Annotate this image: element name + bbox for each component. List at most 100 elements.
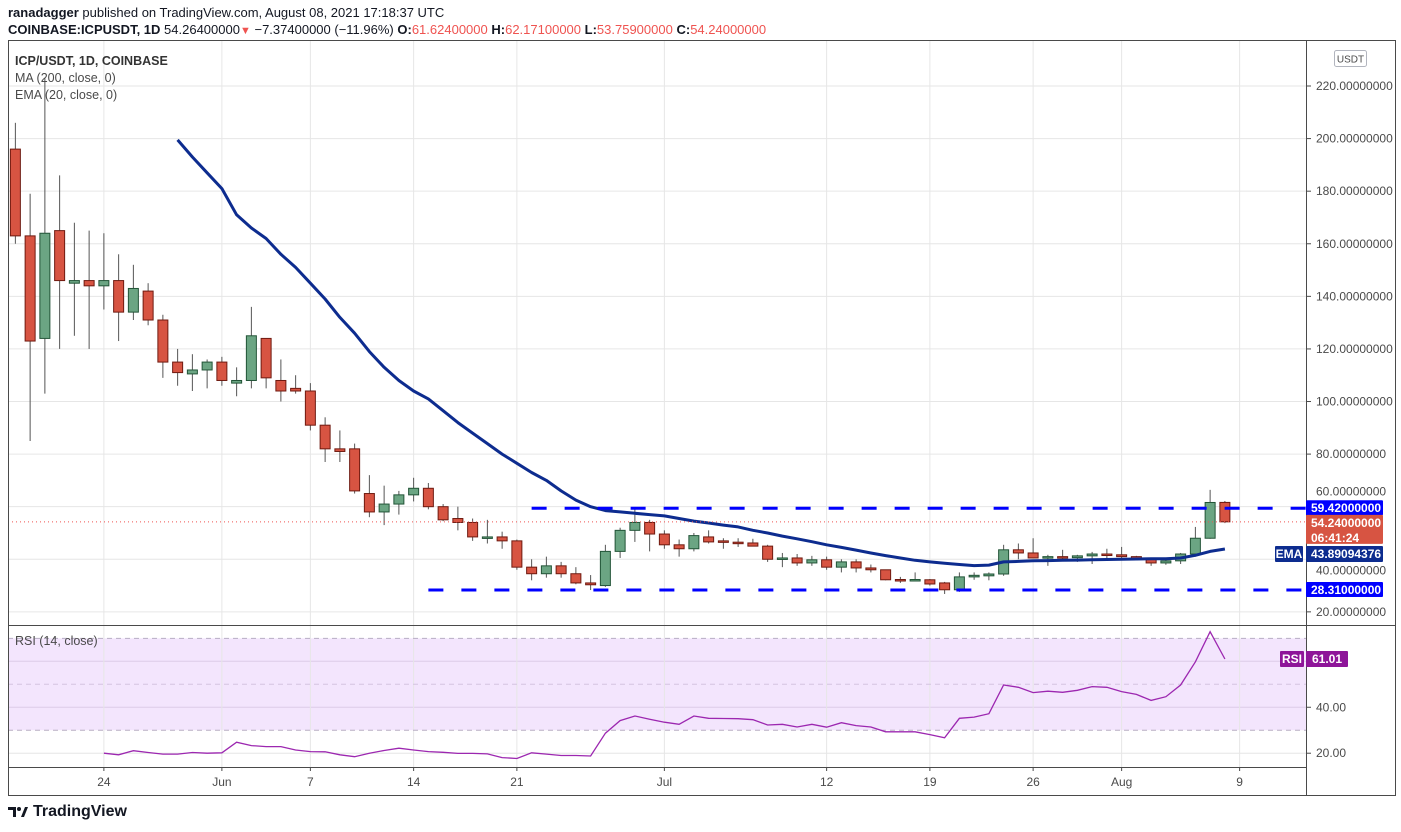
candle-down[interactable] [880, 569, 892, 581]
candle-up[interactable] [909, 572, 921, 582]
candle-up[interactable] [776, 552, 788, 568]
candle-up[interactable] [68, 222, 80, 336]
candle-up[interactable] [1189, 526, 1201, 557]
candle-up[interactable] [393, 490, 405, 515]
axis-badges: 59.42000000 28.31000000 54.2400000006:41:2… [1275, 500, 1383, 667]
candle-down[interactable] [894, 576, 906, 583]
candle-body [1160, 560, 1172, 564]
candle-down[interactable] [1219, 500, 1231, 524]
candle-down[interactable] [334, 430, 346, 462]
candle-down[interactable] [924, 578, 936, 586]
level-badge: 28.31000000 [1306, 582, 1383, 598]
candle-down[interactable] [850, 559, 862, 573]
candle-down[interactable] [717, 538, 729, 549]
candle-up[interactable] [201, 359, 213, 389]
candle-up[interactable] [599, 544, 611, 587]
candle-down[interactable] [555, 561, 567, 578]
candle-down[interactable] [422, 483, 434, 510]
candle-down[interactable] [644, 519, 656, 552]
candle-down[interactable] [570, 567, 582, 585]
candle-down[interactable] [157, 314, 169, 378]
candle-down[interactable] [526, 559, 538, 581]
time-tick-label: 14 [407, 775, 421, 789]
candle-body [408, 487, 420, 496]
candle-up[interactable] [983, 572, 995, 581]
candle-body [599, 550, 611, 587]
candle-down[interactable] [437, 504, 449, 522]
candle-up[interactable] [186, 354, 198, 391]
ema-20-line[interactable] [176, 138, 1226, 568]
candle-up[interactable] [98, 233, 110, 310]
candle-up[interactable] [231, 367, 243, 397]
candle-body [968, 574, 980, 578]
candle-down[interactable] [113, 254, 125, 342]
candle-up[interactable] [540, 556, 552, 578]
candle-down[interactable] [703, 530, 715, 544]
candle-down[interactable] [363, 475, 375, 518]
candle-down[interactable] [762, 544, 774, 562]
candle-down[interactable] [658, 530, 670, 549]
candle-down[interactable] [585, 575, 597, 591]
candle-down[interactable] [865, 564, 877, 573]
candle-down[interactable] [216, 356, 228, 386]
candle-down[interactable] [275, 359, 287, 402]
candle-body [1042, 556, 1054, 559]
candle-down[interactable] [1012, 543, 1024, 560]
candle-down[interactable] [747, 538, 759, 547]
currency-button[interactable]: USDT [1334, 50, 1367, 67]
candle-up[interactable] [806, 555, 818, 566]
legend-ma[interactable]: MA (200, close, 0) [15, 71, 116, 85]
candle-up[interactable] [1086, 551, 1098, 565]
candle-up[interactable] [245, 306, 257, 389]
rsi-tag-box [1280, 650, 1304, 667]
candle-down[interactable] [511, 539, 523, 570]
candle-down[interactable] [673, 539, 685, 557]
candle-body [83, 280, 95, 287]
candle-up[interactable] [688, 532, 700, 552]
candle-up[interactable] [968, 572, 980, 580]
candle-down[interactable] [791, 554, 803, 566]
candle-down[interactable] [1027, 538, 1039, 559]
legend-ema[interactable]: EMA (20, close, 0) [15, 88, 117, 102]
candle-body [378, 503, 390, 513]
candle-up[interactable] [481, 519, 493, 544]
candle-down[interactable] [24, 193, 36, 441]
candle-down[interactable] [9, 122, 21, 244]
candle-body [9, 148, 21, 237]
candle-body [1027, 552, 1039, 559]
candle-up[interactable] [378, 485, 390, 526]
candle-down[interactable] [290, 375, 302, 394]
candle-up[interactable] [408, 477, 420, 502]
candle-down[interactable] [172, 348, 184, 386]
candle-down[interactable] [142, 283, 154, 326]
rsi-line[interactable] [103, 630, 1226, 760]
author-name[interactable]: ranadagger [8, 5, 79, 20]
legend-rsi[interactable]: RSI (14, close) [15, 634, 98, 648]
candle-down[interactable] [732, 538, 744, 547]
candle-down[interactable] [939, 581, 951, 594]
candle-down[interactable] [452, 506, 464, 531]
candle-down[interactable] [1116, 546, 1128, 560]
candle-body [186, 369, 198, 375]
rsi-axis[interactable]: 20.00 40.00 [1306, 700, 1346, 760]
candle-down[interactable] [496, 531, 508, 549]
last-price-badge-text: 06:41:24 [1311, 531, 1359, 545]
tradingview-logo[interactable]: TradingView [8, 803, 127, 821]
candle-down[interactable] [260, 337, 272, 389]
candle-down[interactable] [54, 175, 66, 349]
candle-up[interactable] [1204, 489, 1216, 539]
candle-up[interactable] [614, 527, 626, 558]
candle-down[interactable] [319, 417, 331, 462]
candle-up[interactable] [835, 559, 847, 573]
candle-down[interactable] [1101, 548, 1113, 560]
candle-up[interactable] [127, 264, 139, 321]
time-axis[interactable]: 24 Jun 7 14 21 Jul 12 19 26 Aug 9 [97, 767, 1243, 789]
time-tick-label: Jul [657, 775, 672, 789]
candle-down[interactable] [821, 556, 833, 570]
candle-down[interactable] [349, 443, 361, 494]
candle-down[interactable] [304, 383, 316, 431]
price-axis[interactable]: 20.00000000 40.00000000 60.00000000 80.0000… [1306, 79, 1393, 619]
candle-down[interactable] [83, 230, 95, 349]
candle-up[interactable] [39, 78, 51, 394]
